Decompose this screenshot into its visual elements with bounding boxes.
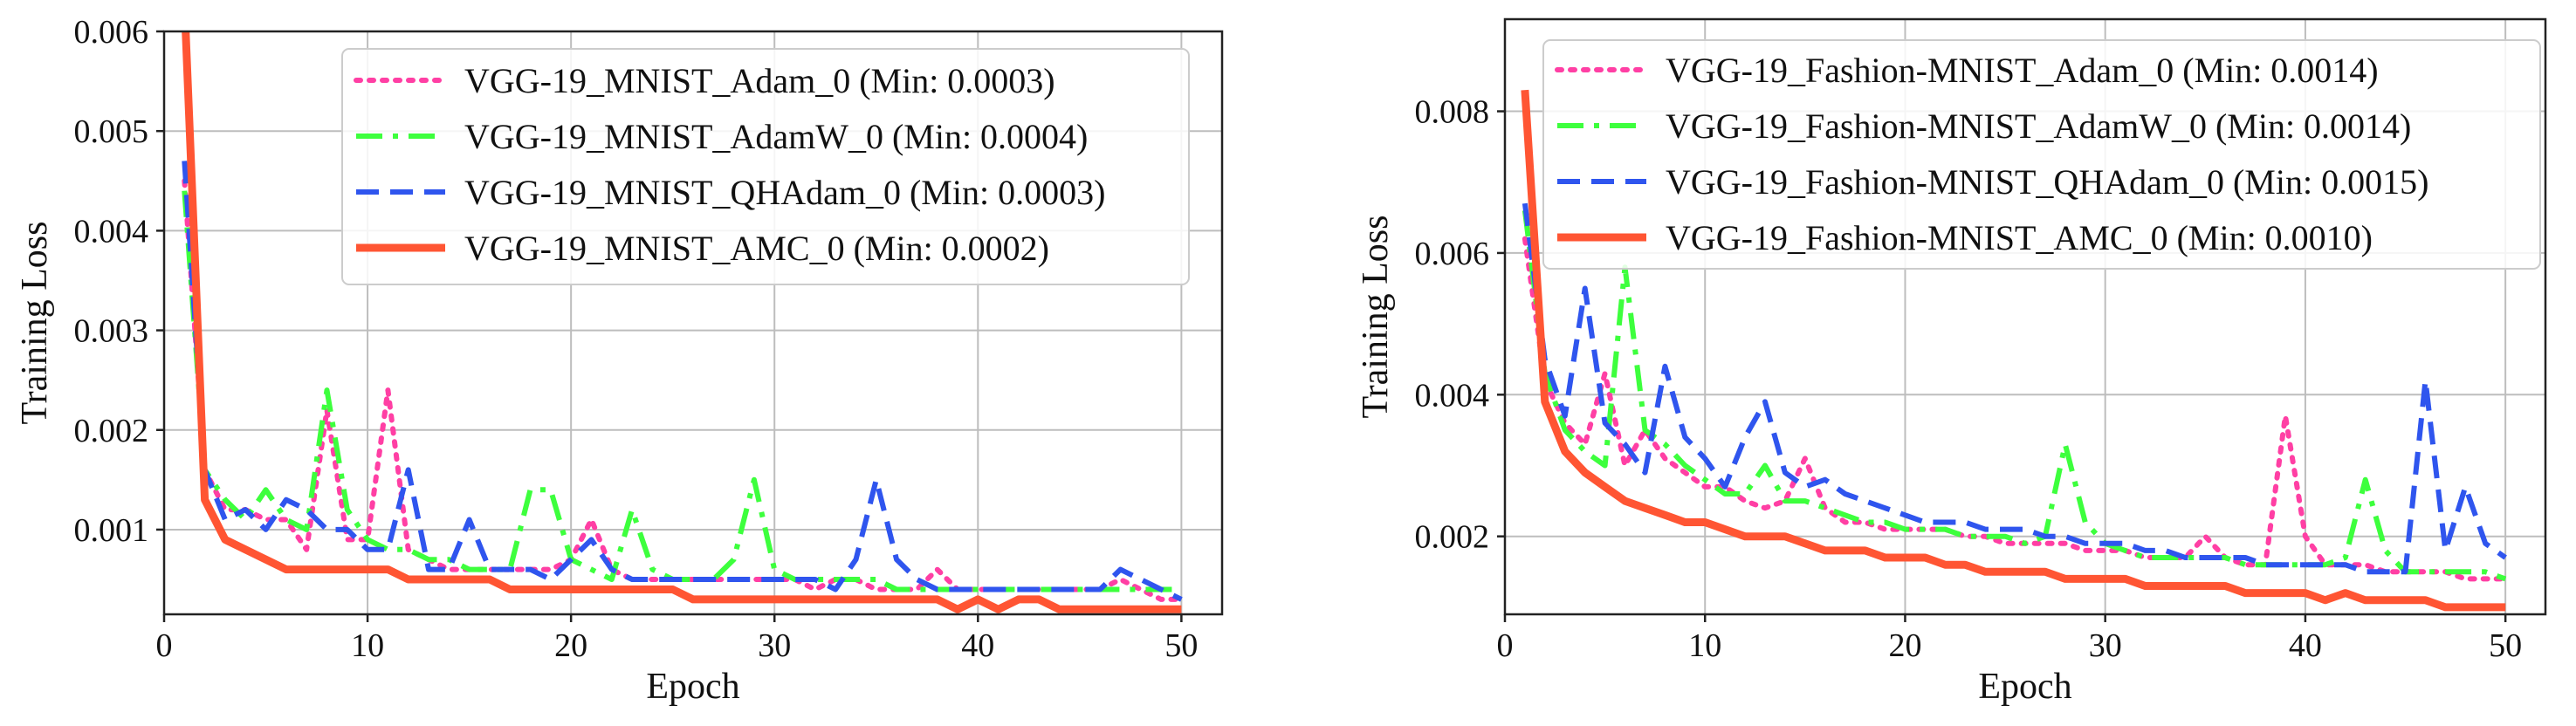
x-tick-label: 0 — [156, 627, 173, 664]
x-tick-label: 50 — [1164, 627, 1198, 664]
y-axis-label: Training Loss — [1356, 216, 1396, 419]
x-axis-label: Epoch — [646, 667, 739, 707]
legend-box — [341, 48, 1190, 285]
series-line-dashed — [182, 161, 1183, 602]
y-tick-label: 0.003 — [74, 313, 149, 350]
series-line-dashdot — [1522, 209, 2507, 582]
series-line-solid — [1521, 89, 2506, 612]
x-tick-label: 40 — [961, 627, 994, 664]
legend: VGG-19_MNIST_Adam_0 (Min: 0.0003) VGG-19_… — [341, 48, 1190, 285]
x-tick-label: 0 — [1497, 627, 1514, 664]
legend-entry: VGG-19_MNIST_QHAdam_0 (Min: 0.0003) — [464, 173, 1105, 212]
x-axis-label: Epoch — [1978, 667, 2071, 707]
chart-1: 0 10 20 30 40 50 0.001 0.002 0.003 0.004 0.005 0.00… — [15, 14, 1224, 707]
x-tick-label: 10 — [351, 627, 384, 664]
y-tick-label: 0.006 — [1415, 236, 1490, 272]
legend-entry: VGG-19_Fashion-MNIST_AMC_0 (Min: 0.0010) — [1666, 218, 2373, 257]
legend-entry: VGG-19_Fashion-MNIST_AdamW_0 (Min: 0.001… — [1666, 106, 2411, 146]
y-tick-label: 0.005 — [74, 113, 149, 150]
x-tick-label: 20 — [554, 627, 587, 664]
y-tick-label: 0.004 — [74, 213, 149, 250]
x-tick-label: 30 — [2089, 627, 2122, 664]
y-tick-label: 0.006 — [74, 14, 149, 51]
legend-box — [1542, 39, 2541, 270]
series-line-solid — [182, 31, 1182, 613]
legend-entry: VGG-19_MNIST_AdamW_0 (Min: 0.0004) — [464, 117, 1088, 156]
y-tick-label: 0.001 — [74, 512, 149, 549]
x-tick-label: 30 — [758, 627, 791, 664]
x-tick-label: 20 — [1888, 627, 1921, 664]
legend-entry: VGG-19_MNIST_AMC_0 (Min: 0.0002) — [464, 229, 1049, 268]
y-tick-label: 0.004 — [1415, 377, 1490, 414]
y-axis-label: Training Loss — [15, 222, 55, 425]
y-tick-label: 0.008 — [1415, 94, 1490, 131]
x-tick-label: 10 — [1688, 627, 1721, 664]
x-tick-label: 50 — [2489, 627, 2522, 664]
legend: VGG-19_Fashion-MNIST_Adam_0 (Min: 0.0014… — [1542, 39, 2541, 270]
series-line-dashdot — [182, 190, 1182, 592]
y-tick-label: 0.002 — [74, 413, 149, 449]
legend-entry: VGG-19_Fashion-MNIST_QHAdam_0 (Min: 0.00… — [1666, 162, 2428, 202]
legend-entry: VGG-19_Fashion-MNIST_Adam_0 (Min: 0.0014… — [1666, 51, 2379, 90]
plot-frame — [1503, 17, 2547, 616]
series-line-dashed — [1522, 202, 2507, 575]
chart-2: 0 10 20 30 40 50 0.002 0.004 0.006 0.008 Epoch Trai… — [1356, 17, 2547, 707]
y-tick-label: 0.002 — [1415, 519, 1490, 556]
x-tick-label: 40 — [2289, 627, 2322, 664]
legend-entry: VGG-19_MNIST_Adam_0 (Min: 0.0003) — [464, 61, 1055, 100]
plot-frame — [162, 30, 1224, 616]
